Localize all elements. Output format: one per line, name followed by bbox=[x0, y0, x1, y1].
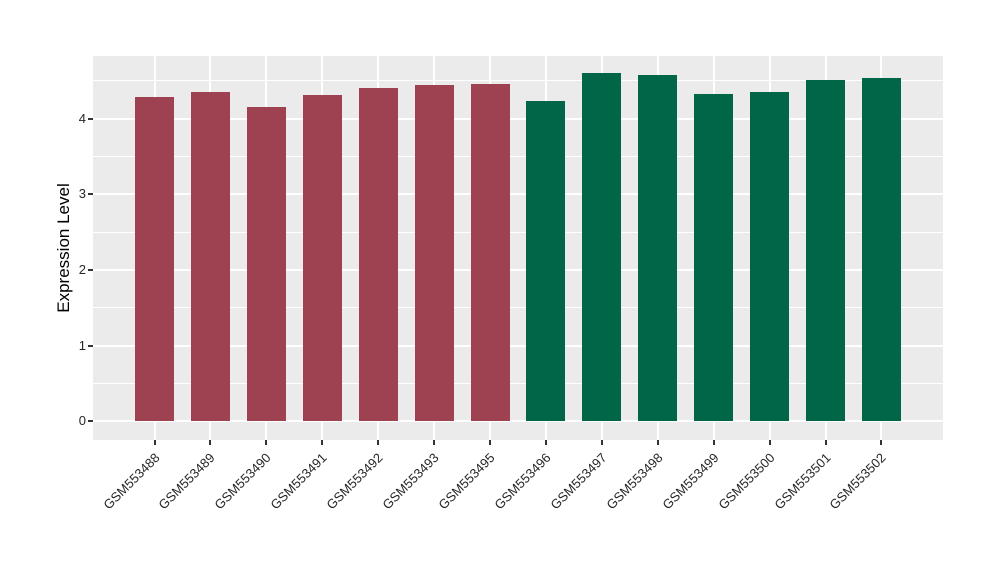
bar-GSM553501 bbox=[806, 80, 846, 422]
bar-GSM553490 bbox=[246, 106, 286, 422]
bar-GSM553496 bbox=[526, 100, 566, 422]
bar-GSM553491 bbox=[302, 94, 342, 422]
x-axis-label-GSM553493: GSM553493 bbox=[379, 450, 442, 513]
bar-GSM553492 bbox=[358, 87, 398, 422]
y-tick-mark bbox=[88, 117, 93, 120]
x-axis-label-GSM553489: GSM553489 bbox=[155, 450, 219, 513]
y-tick-label: 1 bbox=[78, 337, 86, 353]
x-axis-label-GSM553499: GSM553499 bbox=[659, 450, 722, 513]
minor-gridline bbox=[93, 307, 943, 309]
x-tick-mark bbox=[153, 440, 156, 445]
y-tick-label: 4 bbox=[78, 110, 86, 126]
y-tick-label: 0 bbox=[78, 413, 86, 429]
major-gridline bbox=[93, 268, 943, 271]
bar-GSM553489 bbox=[190, 91, 230, 422]
minor-gridline bbox=[93, 80, 943, 82]
bar-GSM553502 bbox=[861, 77, 901, 422]
bar-GSM553500 bbox=[750, 91, 790, 422]
major-gridline bbox=[93, 117, 943, 120]
plot-panel bbox=[93, 56, 943, 440]
x-axis-label-GSM553491: GSM553491 bbox=[267, 450, 330, 513]
y-axis-title: Expression Level bbox=[54, 183, 73, 313]
x-axis-label-GSM553502: GSM553502 bbox=[826, 450, 890, 513]
x-axis-label-GSM553496: GSM553496 bbox=[491, 450, 554, 513]
y-tick-mark bbox=[88, 420, 93, 423]
major-gridline bbox=[93, 420, 943, 423]
x-axis-label-GSM553495: GSM553495 bbox=[435, 450, 498, 513]
minor-gridline bbox=[93, 156, 943, 158]
x-axis-label-GSM553501: GSM553501 bbox=[770, 450, 834, 513]
minor-gridline bbox=[93, 231, 943, 233]
x-axis-label-GSM553490: GSM553490 bbox=[211, 450, 274, 513]
x-tick-mark bbox=[265, 440, 268, 445]
x-tick-mark bbox=[377, 440, 380, 445]
bar-GSM553497 bbox=[582, 73, 622, 422]
minor-gridline bbox=[93, 382, 943, 384]
x-axis-label-GSM553497: GSM553497 bbox=[547, 450, 610, 513]
y-tick-mark bbox=[88, 193, 93, 196]
y-tick-mark bbox=[88, 268, 93, 271]
major-gridline bbox=[93, 344, 943, 347]
x-tick-mark bbox=[321, 440, 324, 445]
x-axis-label-GSM553492: GSM553492 bbox=[323, 450, 386, 513]
y-tick-mark bbox=[88, 344, 93, 347]
x-axis-label-GSM553500: GSM553500 bbox=[715, 450, 778, 513]
bar-GSM553498 bbox=[638, 74, 678, 422]
bar-GSM553499 bbox=[694, 93, 734, 422]
x-tick-mark bbox=[880, 440, 883, 445]
x-tick-mark bbox=[209, 440, 212, 445]
x-tick-mark bbox=[824, 440, 827, 445]
x-tick-mark bbox=[712, 440, 715, 445]
y-tick-label: 2 bbox=[78, 261, 86, 277]
y-tick-label: 3 bbox=[78, 186, 86, 202]
major-gridline bbox=[93, 193, 943, 196]
bar-GSM553493 bbox=[414, 85, 454, 422]
x-tick-mark bbox=[656, 440, 659, 445]
bar-GSM553495 bbox=[470, 83, 510, 422]
x-tick-mark bbox=[433, 440, 436, 445]
x-axis-label-GSM553498: GSM553498 bbox=[603, 450, 666, 513]
x-tick-mark bbox=[600, 440, 603, 445]
x-tick-mark bbox=[489, 440, 492, 445]
x-tick-mark bbox=[544, 440, 547, 445]
x-axis-label-GSM553488: GSM553488 bbox=[99, 450, 163, 513]
x-tick-mark bbox=[768, 440, 771, 445]
bar-GSM553488 bbox=[135, 96, 174, 422]
